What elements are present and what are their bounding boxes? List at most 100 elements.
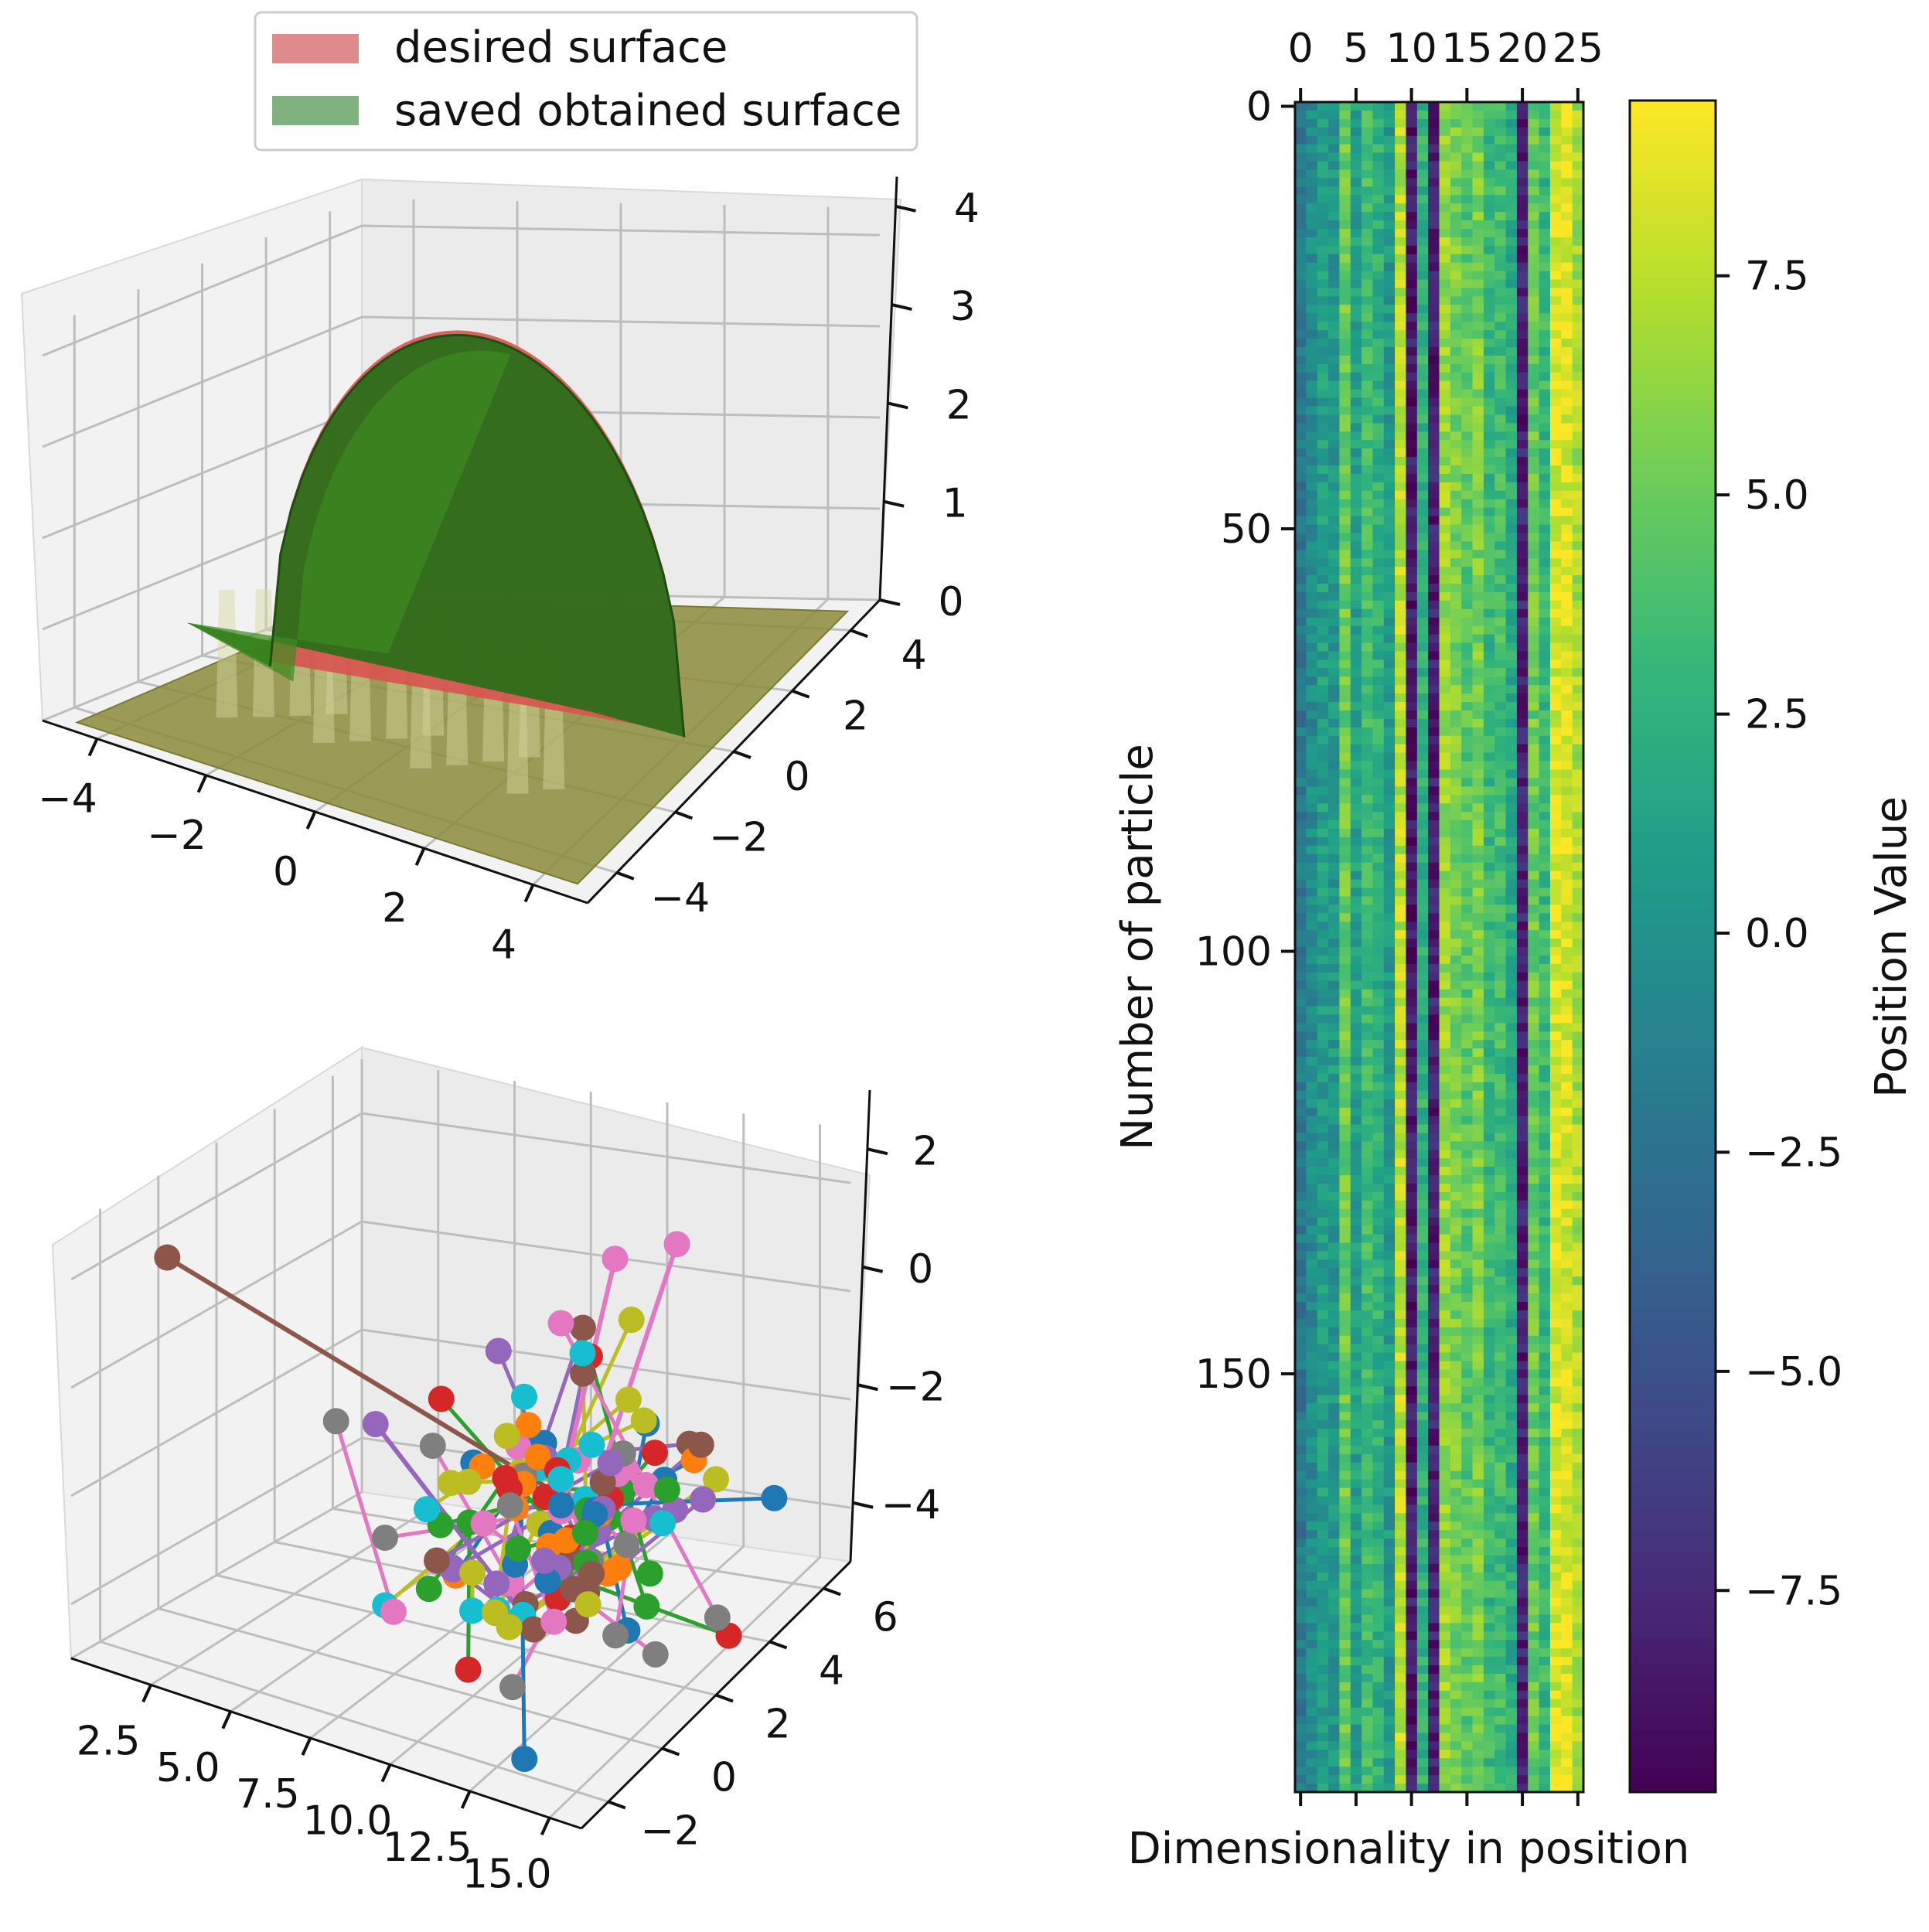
heatmap-cell xyxy=(1439,693,1451,703)
heatmap-cell xyxy=(1516,718,1529,728)
heatmap-cell xyxy=(1328,279,1340,289)
heatmap-cell xyxy=(1494,710,1507,720)
heatmap-cell xyxy=(1395,1191,1407,1201)
heatmap-cell xyxy=(1339,1082,1351,1092)
heatmap-cell xyxy=(1395,212,1407,221)
heatmap-cell xyxy=(1317,727,1329,737)
heatmap-cell xyxy=(1350,939,1362,948)
heatmap-cell xyxy=(1372,1133,1385,1142)
heatmap-cell xyxy=(1317,795,1329,804)
heatmap-cell xyxy=(1372,1555,1385,1565)
heatmap-cell xyxy=(1383,1251,1396,1261)
heatmap-cell xyxy=(1306,634,1318,644)
heatmap-cell xyxy=(1561,1141,1573,1150)
heatmap-cell xyxy=(1505,955,1518,965)
heatmap-cell xyxy=(1439,795,1451,804)
heatmap-cell xyxy=(1395,896,1407,905)
heatmap-cell xyxy=(1372,591,1385,601)
legend-label-obtained: saved obtained surface xyxy=(394,86,901,136)
heatmap-cell xyxy=(1362,584,1374,593)
heatmap-cell xyxy=(1483,862,1495,872)
heatmap-cell xyxy=(1362,955,1374,965)
heatmap-cell xyxy=(1572,1429,1584,1438)
heatmap-cell xyxy=(1317,499,1329,509)
heatmap-cell xyxy=(1339,905,1351,914)
heatmap-cell xyxy=(1483,1040,1495,1049)
heatmap-cell xyxy=(1416,457,1429,466)
heatmap-cell xyxy=(1372,997,1385,1007)
heatmap-cell xyxy=(1372,178,1385,187)
heatmap-cell xyxy=(1461,812,1474,821)
heatmap-cell xyxy=(1362,102,1374,111)
heatmap-cell xyxy=(1328,288,1340,297)
heatmap-cell xyxy=(1528,1597,1540,1607)
heatmap-cell xyxy=(1406,363,1418,373)
heatmap-cell xyxy=(1362,668,1374,677)
heatmap-cell xyxy=(1539,1318,1551,1328)
heatmap-cell xyxy=(1306,152,1318,162)
heatmap-cell xyxy=(1483,718,1495,728)
heatmap-cell xyxy=(1505,1589,1518,1599)
heatmap-cell xyxy=(1406,1597,1418,1607)
heatmap-cell xyxy=(1494,727,1507,737)
heatmap-cell xyxy=(1461,490,1474,500)
heatmap-cell xyxy=(1395,1335,1407,1345)
heatmap-cell xyxy=(1539,930,1551,939)
heatmap-cell xyxy=(1362,786,1374,796)
heatmap-cell xyxy=(1406,600,1418,610)
heatmap-cell xyxy=(1372,1242,1385,1252)
heatmap-cell xyxy=(1539,322,1551,331)
heatmap-cell xyxy=(1428,1175,1440,1184)
heatmap-cell xyxy=(1328,1293,1340,1303)
heatmap-cell xyxy=(1516,1302,1529,1311)
heatmap-cell xyxy=(1362,1436,1374,1446)
heatmap-cell xyxy=(1528,625,1540,635)
heatmap-cell xyxy=(1362,118,1374,128)
heatmap-cell xyxy=(1372,659,1385,669)
heatmap-cell xyxy=(1494,879,1507,889)
heatmap-cell xyxy=(1416,465,1429,475)
heatmap-cell xyxy=(1439,135,1451,145)
heatmap-cell xyxy=(1339,947,1351,956)
heatmap-cell xyxy=(1516,1361,1529,1371)
heatmap-cell xyxy=(1450,600,1462,610)
heatmap-cell xyxy=(1572,1589,1584,1599)
heatmap-cell xyxy=(1406,676,1418,686)
heatmap-cell xyxy=(1472,1023,1484,1032)
heatmap-cell xyxy=(1406,862,1418,872)
heatmap-cell xyxy=(1362,1090,1374,1100)
heatmap-cell xyxy=(1317,465,1329,475)
heatmap-cell xyxy=(1549,499,1562,509)
heatmap-cell xyxy=(1317,1251,1329,1261)
heatmap-cell xyxy=(1362,922,1374,931)
heatmap-cell xyxy=(1450,524,1462,534)
heatmap-cell xyxy=(1328,186,1340,196)
heatmap-cell xyxy=(1572,1563,1584,1573)
heatmap-cell xyxy=(1362,1386,1374,1395)
heatmap-cell xyxy=(1416,972,1429,982)
heatmap-cell xyxy=(1472,1116,1484,1126)
heatmap-cell xyxy=(1350,1217,1362,1227)
heatmap-cell xyxy=(1528,693,1540,703)
heatmap-cell xyxy=(1483,1521,1495,1531)
heatmap-cell xyxy=(1450,203,1462,213)
heatmap-cell xyxy=(1306,939,1318,948)
heatmap-cell xyxy=(1395,389,1407,399)
heatmap-cell xyxy=(1306,972,1318,982)
heatmap-cell xyxy=(1362,457,1374,466)
heatmap-cell xyxy=(1339,1335,1351,1345)
heatmap-cell xyxy=(1450,1082,1462,1092)
heatmap-cell xyxy=(1328,1150,1340,1159)
heatmap-cell xyxy=(1372,380,1385,390)
heatmap-cell xyxy=(1339,1124,1351,1134)
heatmap-cell xyxy=(1528,1090,1540,1100)
heatmap-cell xyxy=(1339,1496,1351,1505)
heatmap-cell xyxy=(1516,1580,1529,1590)
heatmap-cell xyxy=(1549,152,1562,162)
heatmap-cell xyxy=(1428,118,1440,128)
heatmap-cell xyxy=(1483,608,1495,618)
heatmap-cell xyxy=(1416,1133,1429,1142)
heatmap-cell xyxy=(1306,896,1318,905)
heatmap-cell xyxy=(1295,930,1307,939)
heatmap-cell xyxy=(1483,727,1495,737)
